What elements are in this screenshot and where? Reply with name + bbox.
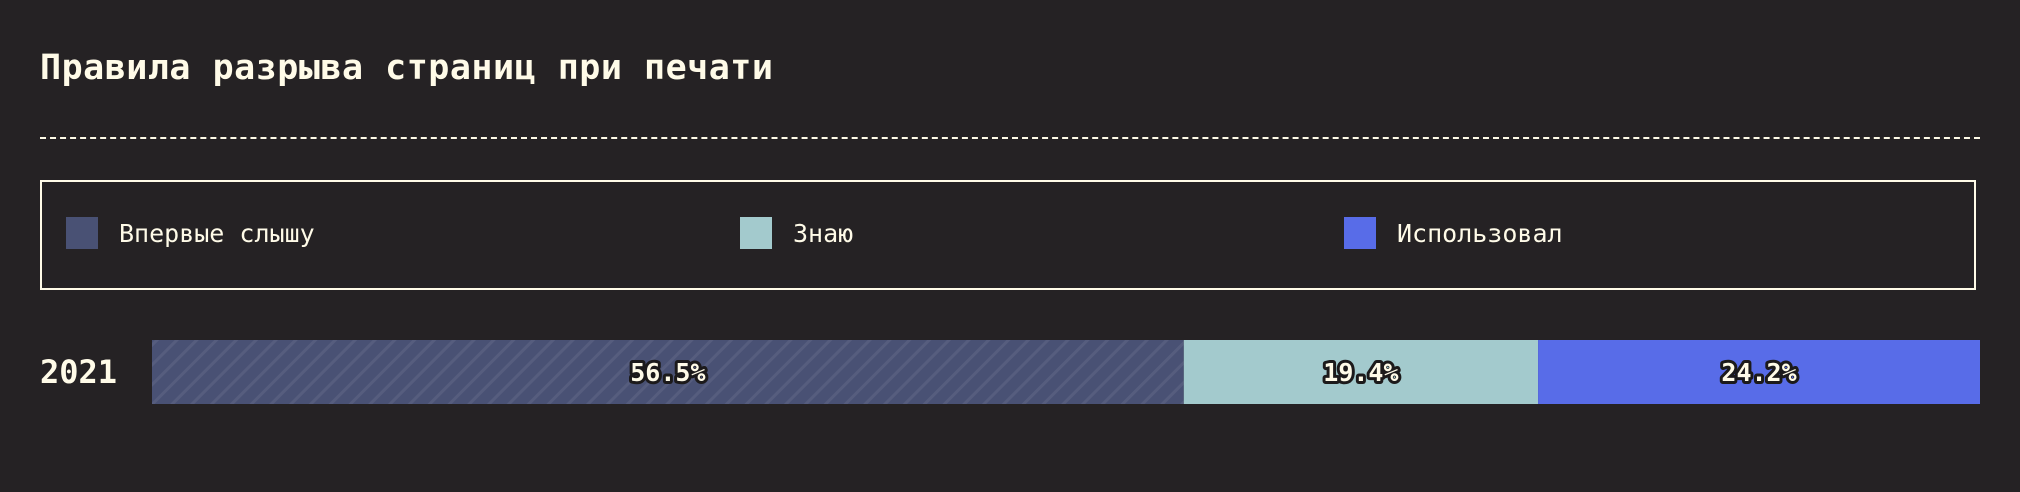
legend-swatch-first-time (66, 217, 98, 249)
legend-swatch-know (740, 217, 772, 249)
legend-item-know: Знаю (740, 216, 853, 250)
chart-title: Правила разрыва страниц при печати (40, 48, 774, 88)
legend-swatch-used (1344, 217, 1376, 249)
legend-label-first-time: Впервые слышу (119, 218, 315, 248)
legend-item-first-time: Впервые слышу (66, 216, 315, 250)
data-label-know: 19.4% (1323, 358, 1398, 387)
data-label-used: 24.2% (1721, 358, 1796, 387)
bar-segment-know (1183, 340, 1539, 404)
category-label-2021: 2021 (40, 353, 118, 391)
legend-item-used: Использовал (1344, 216, 1563, 250)
bar-segment-used (1538, 340, 1980, 404)
bar-row-2021: 56.5% 19.4% 24.2% (152, 340, 1980, 404)
title-divider (40, 137, 1980, 139)
legend-label-know: Знаю (793, 218, 854, 248)
bar-segment-hatch-first-time (152, 340, 1184, 404)
data-label-first-time: 56.5% (630, 358, 705, 387)
legend: Впервые слышу Знаю Использовал (40, 180, 1976, 290)
legend-label-used: Использовал (1397, 218, 1563, 248)
